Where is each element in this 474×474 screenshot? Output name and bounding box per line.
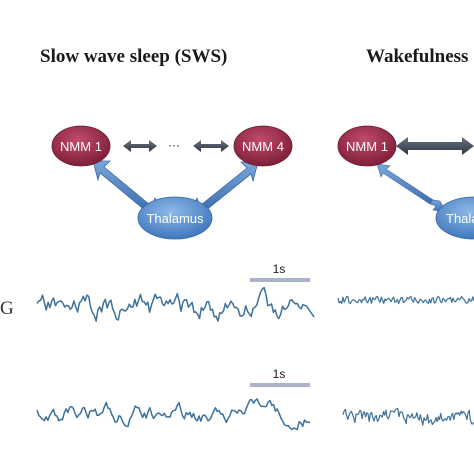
- nmm1-node: NMM 1: [51, 125, 111, 167]
- ellipsis-label: ···: [168, 138, 180, 152]
- thalamus-label: Thalamus: [146, 211, 204, 226]
- scale-bar-bottom-label: 1s: [273, 367, 286, 381]
- scale-bar-top-label: 1s: [273, 262, 286, 276]
- wake-arrow-nmm1-thalamus: [376, 163, 447, 213]
- sws-arrow-nmm1-ellipsis: [123, 140, 157, 152]
- nmm1-label: NMM 1: [60, 139, 102, 154]
- wakefulness-panel-title: Wakefulness: [366, 46, 469, 67]
- eeg-row-label: G: [0, 298, 14, 319]
- wake-eeg-trace-bottom: [342, 408, 474, 426]
- wake-thalamus-node: Thala: [435, 196, 474, 240]
- scale-bar-top: 1s: [250, 262, 310, 282]
- scale-bar-bottom: 1s: [250, 367, 310, 387]
- wake-arrow-nmm1-right: [396, 137, 474, 155]
- nmm4-label: NMM 4: [242, 139, 284, 154]
- wake-nmm1-label: NMM 1: [346, 139, 388, 154]
- sws-eeg-trace-top: [36, 286, 315, 322]
- wake-eeg-trace-top: [337, 295, 474, 305]
- wake-nmm1-node: NMM 1: [337, 125, 397, 167]
- sws-panel-title: Slow wave sleep (SWS): [40, 46, 228, 67]
- wake-thalamus-label: Thala: [446, 211, 474, 226]
- nmm4-node: NMM 4: [233, 125, 293, 167]
- sws-eeg-trace-bottom: [36, 398, 311, 431]
- thalamus-node: Thalamus: [137, 196, 213, 240]
- sws-arrow-ellipsis-nmm4: [193, 140, 229, 152]
